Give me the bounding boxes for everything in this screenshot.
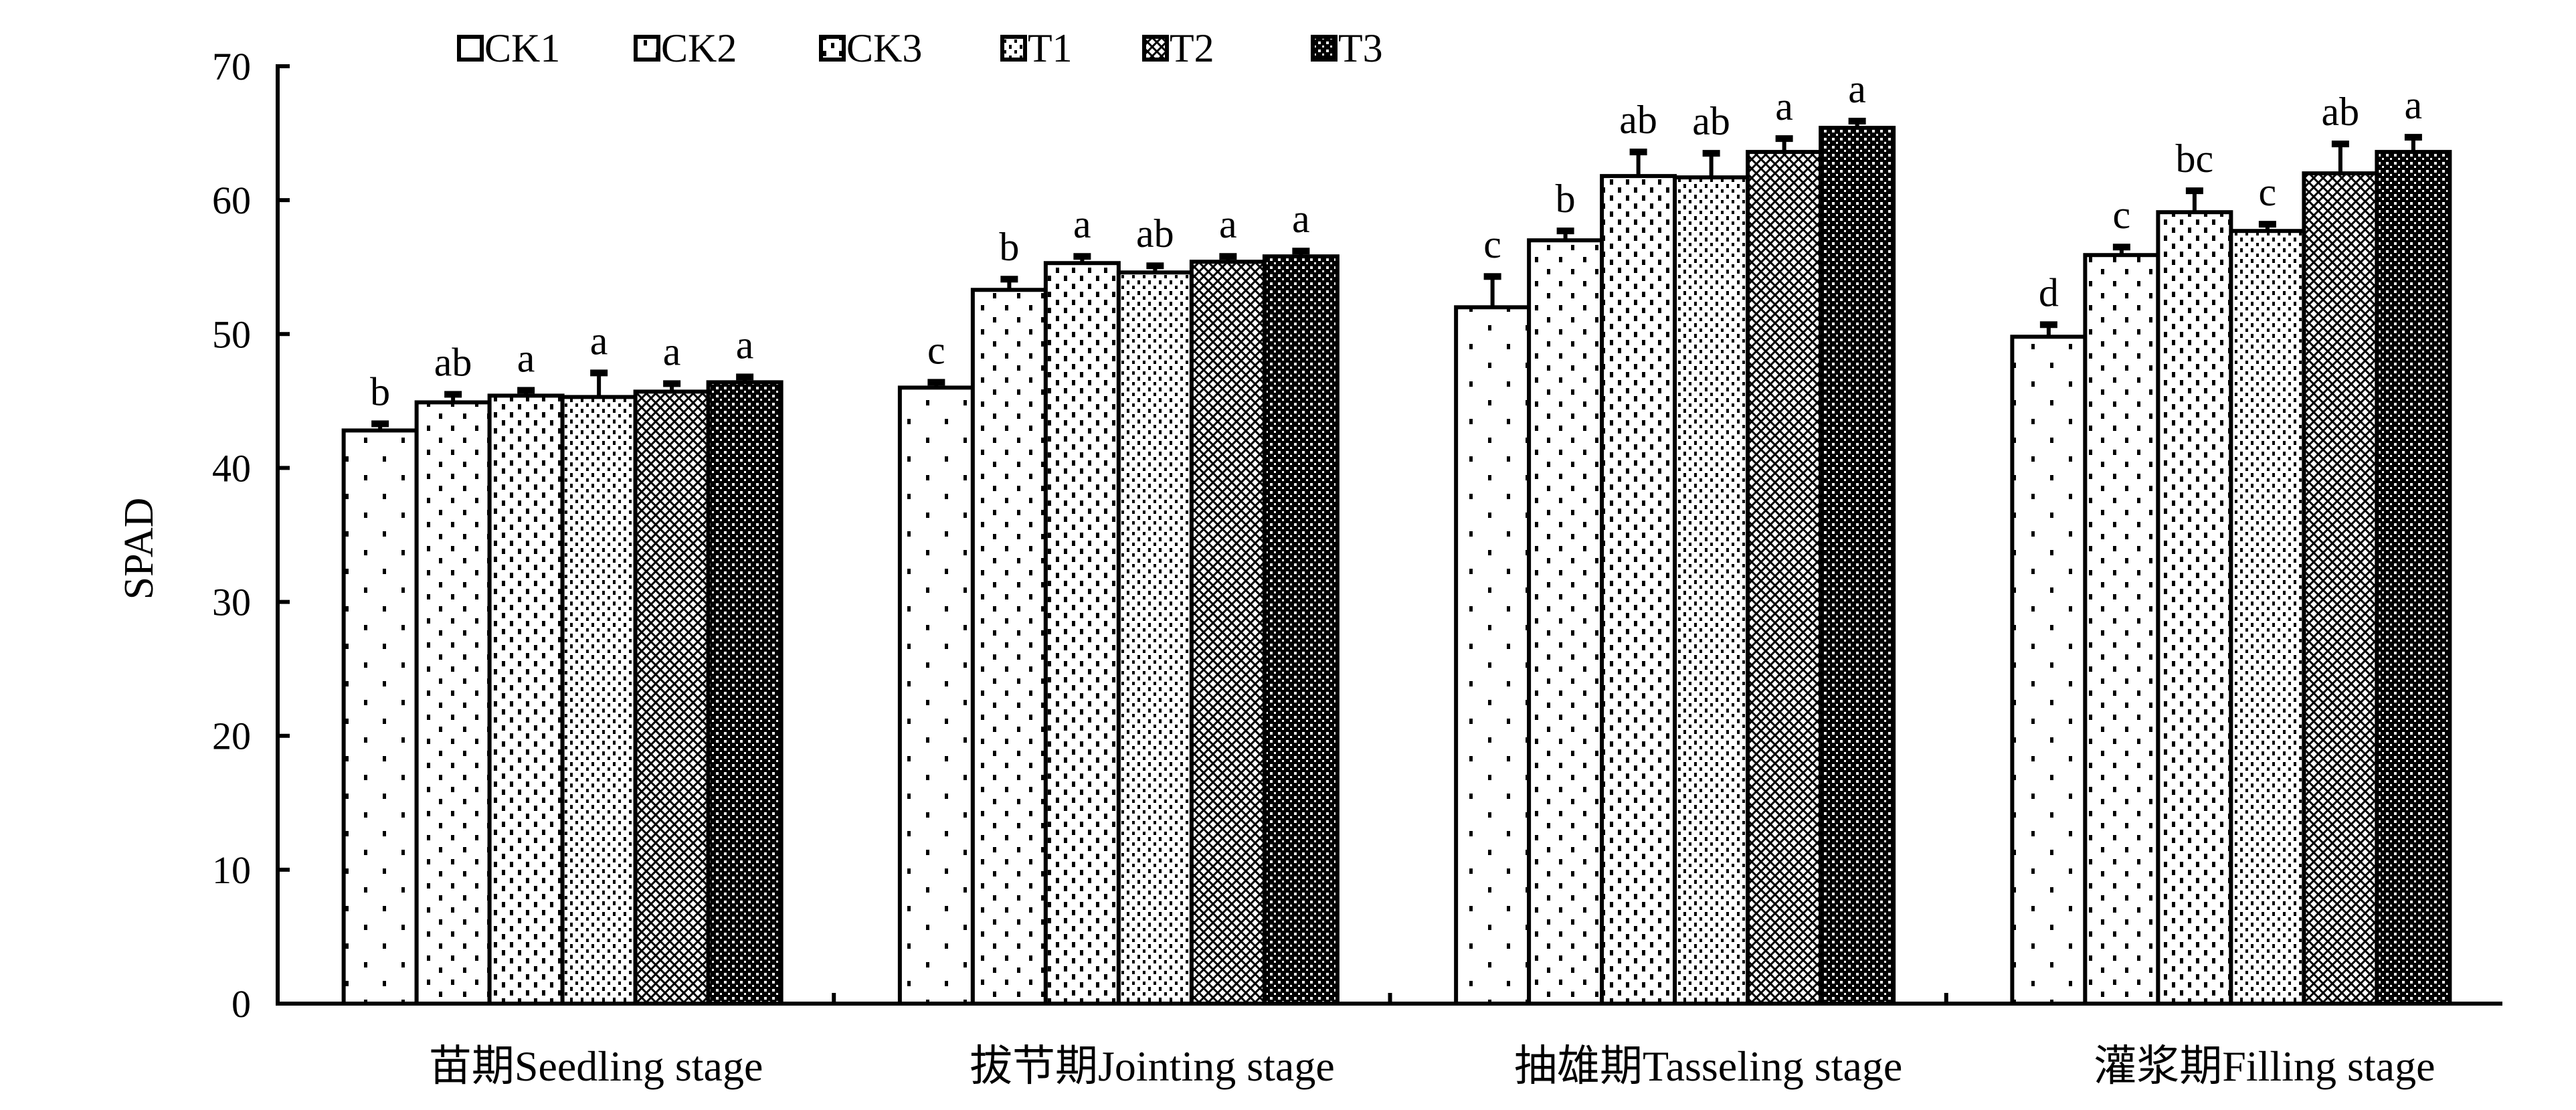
bar-t1 — [1673, 175, 1750, 1006]
bar-ck3 — [1600, 174, 1677, 1006]
y-tick-label: 40 — [212, 446, 251, 490]
y-tick-label: 0 — [232, 982, 251, 1026]
y-tick-label: 60 — [212, 179, 251, 222]
bar-t3 — [706, 380, 784, 1006]
y-tick-label: 20 — [212, 715, 251, 758]
significance-label: b — [1556, 177, 1576, 221]
legend-swatch-t1 — [1000, 35, 1027, 62]
significance-label: a — [517, 336, 535, 380]
significance-label: a — [1073, 202, 1091, 246]
significance-label: b — [370, 369, 390, 413]
bar-t3 — [2375, 150, 2452, 1006]
significance-label: ab — [1136, 211, 1174, 256]
significance-label: a — [2405, 83, 2423, 127]
bar-t2 — [1189, 260, 1267, 1006]
bar-ck2 — [2083, 253, 2160, 1006]
significance-label: a — [1848, 67, 1866, 111]
legend-label: CK3 — [846, 26, 922, 70]
bar-ck1 — [1454, 305, 1532, 1006]
bar-t3 — [1262, 254, 1340, 1006]
x-tick-label: 苗期Seedling stage — [429, 1042, 763, 1090]
legend-swatch-ck2 — [634, 35, 660, 62]
y-tick-label: 70 — [212, 45, 251, 88]
significance-label: b — [999, 225, 1019, 269]
bar-ck2 — [414, 400, 492, 1006]
significance-label: a — [1775, 84, 1793, 128]
legend-swatch-ck3 — [819, 35, 846, 62]
legend-swatch-t2 — [1142, 35, 1169, 62]
bar-ck2 — [1527, 238, 1604, 1006]
legend-label: CK1 — [484, 26, 560, 70]
significance-label: ab — [434, 340, 472, 384]
y-tick-label: 30 — [212, 581, 251, 624]
bar-t3 — [1819, 126, 1896, 1006]
bar-ck3 — [1043, 261, 1121, 1006]
legend-label: T1 — [1028, 26, 1073, 70]
bar-t2 — [2302, 171, 2379, 1006]
bar-t1 — [560, 395, 638, 1006]
bar-ck1 — [2010, 335, 2088, 1006]
significance-label: c — [927, 328, 945, 372]
bar-ck3 — [487, 393, 565, 1006]
bar-t2 — [633, 389, 711, 1006]
significance-label: ab — [1692, 99, 1730, 143]
significance-label: bc — [2176, 136, 2214, 181]
significance-label: c — [2259, 170, 2277, 214]
legend: CK1 CK2 CK3 T1 T2 T3 — [457, 26, 1383, 70]
legend-label: T3 — [1338, 26, 1383, 70]
x-tick-label: 灌浆期Filling stage — [2094, 1042, 2435, 1090]
significance-label: a — [736, 322, 754, 367]
bar-ck1 — [897, 385, 975, 1006]
significance-label: d — [2039, 270, 2059, 314]
bar-ck3 — [2156, 210, 2233, 1006]
bar-ck2 — [970, 288, 1048, 1006]
significance-label: a — [1219, 202, 1237, 246]
y-axis-label: SPAD — [116, 498, 162, 600]
bar-t1 — [2229, 229, 2306, 1006]
significance-label: c — [1483, 222, 1501, 266]
significance-label: ab — [1619, 98, 1657, 142]
legend-swatch-ck1 — [457, 35, 484, 62]
x-tick-label: 拔节期Jointing stage — [970, 1042, 1335, 1090]
bar-t1 — [1116, 270, 1194, 1006]
significance-label: ab — [2322, 90, 2360, 134]
legend-swatch-t3 — [1311, 35, 1338, 62]
bar-ck1 — [341, 428, 419, 1006]
legend-label: CK2 — [661, 26, 737, 70]
significance-label: a — [1292, 197, 1310, 241]
axes: 0 10 20 30 40 50 60 70 苗期Seedling stage 拔节期Jointi… — [212, 45, 2502, 1090]
y-tick-label: 50 — [212, 312, 251, 356]
y-tick-label: 10 — [212, 848, 251, 892]
bar-t2 — [1746, 150, 1823, 1006]
significance-label: a — [590, 318, 608, 363]
x-tick-label: 抽雄期Tasseling stage — [1514, 1042, 1902, 1090]
significance-label: c — [2113, 193, 2131, 237]
significance-label: a — [663, 329, 681, 373]
legend-label: T2 — [1170, 26, 1214, 70]
